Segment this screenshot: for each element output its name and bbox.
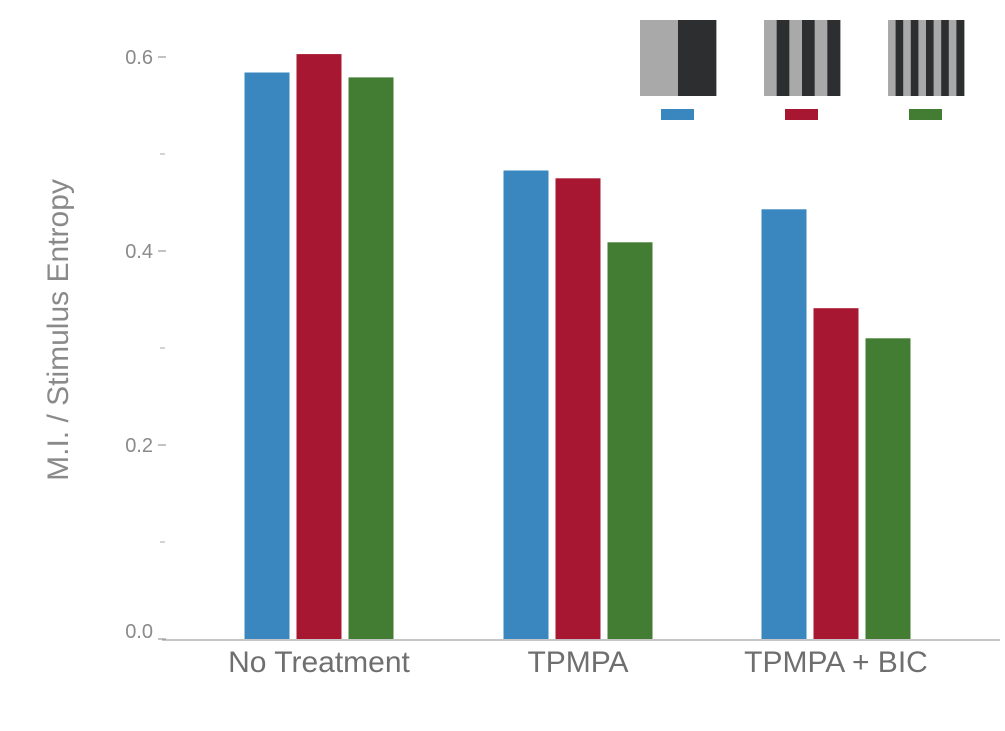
grating-stripe	[776, 20, 790, 96]
bar-1-no-treatment	[244, 72, 290, 639]
grating-stripe	[918, 20, 927, 96]
y-tick-label: 0.2	[125, 435, 153, 457]
x-category-label: TPMPA	[527, 646, 628, 679]
grating-stripe	[956, 20, 965, 96]
bar-2-tpmpa	[555, 178, 601, 640]
bar-1-tpmpa-bic	[761, 209, 807, 640]
bar-1-tpmpa	[503, 170, 549, 639]
bars-layer	[244, 54, 911, 640]
grating-stripe	[948, 20, 957, 96]
y-tick-label: 0.4	[125, 241, 153, 263]
grating-stripe	[827, 20, 841, 96]
y-tick-label: 0.0	[125, 621, 153, 643]
legend-grating-medium	[764, 20, 841, 96]
legend-grating-coarse	[640, 20, 717, 96]
grating-stripe	[941, 20, 950, 96]
grating-stripe	[764, 20, 778, 96]
legend	[640, 20, 965, 120]
legend-color-chip-fine	[909, 109, 942, 120]
grating-stripe	[903, 20, 912, 96]
bar-3-tpmpa-bic	[865, 338, 911, 639]
bar-2-tpmpa-bic	[813, 308, 859, 639]
grating-stripe	[888, 20, 896, 96]
axes-layer: 0.0 0.2 0.4 0.6 No Treatment TPMPA TPMPA + BIC…	[42, 47, 1000, 679]
x-category-label: No Treatment	[228, 646, 410, 679]
grating-stripe	[926, 20, 934, 96]
grating-stripe	[802, 20, 816, 96]
y-tick-label: 0.6	[125, 47, 153, 69]
x-category-label: TPMPA + BIC	[744, 646, 928, 679]
grating-stripe	[640, 20, 679, 96]
legend-color-chip-coarse	[661, 109, 694, 120]
grating-stripe	[895, 20, 904, 96]
legend-grating-fine	[888, 20, 965, 96]
grating-stripe	[814, 20, 828, 96]
bar-3-no-treatment	[348, 77, 394, 639]
y-axis-title: M.I. / Stimulus Entropy	[42, 179, 75, 481]
grating-stripe	[678, 20, 717, 96]
bar-2-no-treatment	[296, 54, 342, 640]
grating-stripe	[933, 20, 942, 96]
grating-stripe	[789, 20, 803, 96]
grating-stripe	[910, 20, 919, 96]
legend-color-chip-medium	[785, 109, 818, 120]
bar-3-tpmpa	[607, 242, 653, 640]
